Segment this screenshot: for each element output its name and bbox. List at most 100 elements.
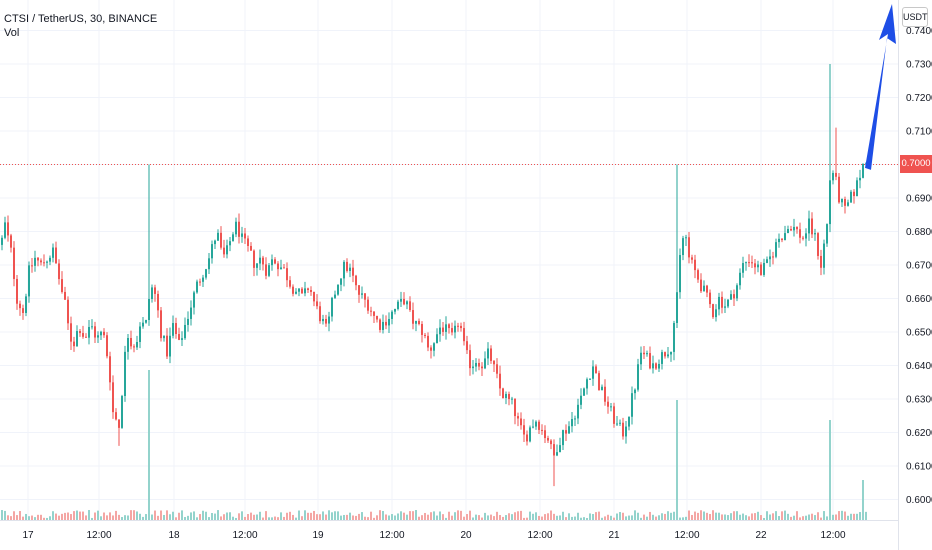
candle-body	[268, 265, 270, 276]
candle-body	[439, 327, 441, 335]
volume-bar	[688, 510, 690, 520]
candle-body	[613, 406, 615, 424]
volume-bar	[808, 514, 810, 520]
volume-bar	[805, 515, 807, 520]
candle-body	[754, 263, 756, 268]
volume-bar	[733, 511, 735, 520]
volume-bar	[37, 514, 39, 520]
candle-body	[31, 265, 33, 267]
volume-bar	[793, 515, 795, 520]
candle-body	[250, 245, 252, 251]
currency-button[interactable]: USDT	[902, 7, 928, 27]
volume-bar	[508, 513, 510, 520]
symbol-title[interactable]: CTSI / TetherUS, 30, BINANCE	[4, 13, 158, 25]
candle-body	[58, 263, 60, 280]
candle-body	[499, 373, 501, 389]
volume-bar	[67, 512, 69, 520]
volume-bar	[16, 515, 18, 520]
volume-bar	[415, 510, 417, 520]
candle-body	[448, 324, 450, 329]
candle-body	[391, 311, 393, 319]
volume-bar	[139, 513, 141, 520]
volume-bar	[484, 512, 486, 520]
candle-body	[349, 267, 351, 271]
volume-bar	[277, 517, 279, 520]
volume-bars	[1, 370, 867, 520]
candle-body	[544, 430, 546, 439]
volume-bar	[217, 510, 219, 520]
volume-bar	[151, 514, 153, 520]
candle-body	[388, 318, 390, 326]
volume-bar	[775, 511, 777, 520]
candle-body	[220, 232, 222, 248]
candle-body	[226, 245, 228, 255]
candle-body	[286, 268, 288, 281]
candle-body	[16, 278, 18, 304]
candle-body	[565, 430, 567, 434]
volume-bar	[490, 514, 492, 520]
candle-body	[469, 350, 471, 369]
volume-bar	[451, 515, 453, 520]
candle-body	[76, 331, 78, 347]
candle-body	[817, 233, 819, 256]
candle-body	[331, 297, 333, 317]
volume-bar	[541, 516, 543, 520]
candle-body	[742, 263, 744, 273]
candle-body	[640, 352, 642, 365]
candle-body	[586, 379, 588, 389]
volume-bar	[709, 513, 711, 520]
candle-body	[835, 172, 837, 177]
volume-bar	[178, 512, 180, 520]
volume-bar	[454, 512, 456, 520]
candle-body	[595, 366, 597, 374]
volume-bar	[34, 517, 36, 520]
candle-body	[187, 318, 189, 325]
volume-bar	[379, 510, 381, 520]
candle-body	[313, 291, 315, 302]
volume-bar	[622, 512, 624, 520]
candle-body	[556, 452, 558, 456]
candle-body	[118, 419, 120, 428]
candle-body	[61, 279, 63, 292]
candle-body	[202, 277, 204, 282]
x-tick-label: 12:00	[379, 530, 404, 541]
candle-body	[334, 294, 336, 298]
volume-bar	[430, 512, 432, 520]
volume-bar	[127, 515, 129, 520]
volume-bar	[748, 516, 750, 520]
candle-body	[517, 416, 519, 419]
blue-arrow-icon	[865, 4, 896, 170]
candle-body	[619, 422, 621, 424]
candle-body	[139, 326, 141, 343]
volume-bar	[130, 510, 132, 520]
volume-bar	[526, 517, 528, 520]
candle-body	[382, 321, 384, 330]
volume-bar	[211, 513, 213, 520]
candle-body	[475, 362, 477, 367]
volume-bar	[76, 510, 78, 520]
volume-bar	[118, 514, 120, 520]
candle-body	[535, 421, 537, 427]
candle-body	[115, 412, 117, 420]
volume-bar	[376, 515, 378, 520]
volume-bar	[460, 510, 462, 520]
volume-bar	[199, 514, 201, 520]
volume-bar	[472, 517, 474, 520]
volume-indicator-label[interactable]: Vol	[4, 27, 20, 39]
candle-body	[745, 262, 747, 264]
volume-bar	[205, 511, 207, 520]
time-axis[interactable]: 17 12:00 18 12:00 19 12:00 20 12:00 21 12:00 22 12:…	[0, 520, 898, 542]
candle-body	[700, 279, 702, 292]
candle-body	[766, 259, 768, 263]
volume-bar	[616, 513, 618, 520]
volume-bar	[268, 517, 270, 520]
volume-bar	[322, 511, 324, 520]
volume-bar	[364, 516, 366, 520]
candle-body	[436, 334, 438, 344]
candle-body	[493, 360, 495, 365]
volume-bar	[577, 512, 579, 520]
volume-bar	[196, 517, 198, 520]
